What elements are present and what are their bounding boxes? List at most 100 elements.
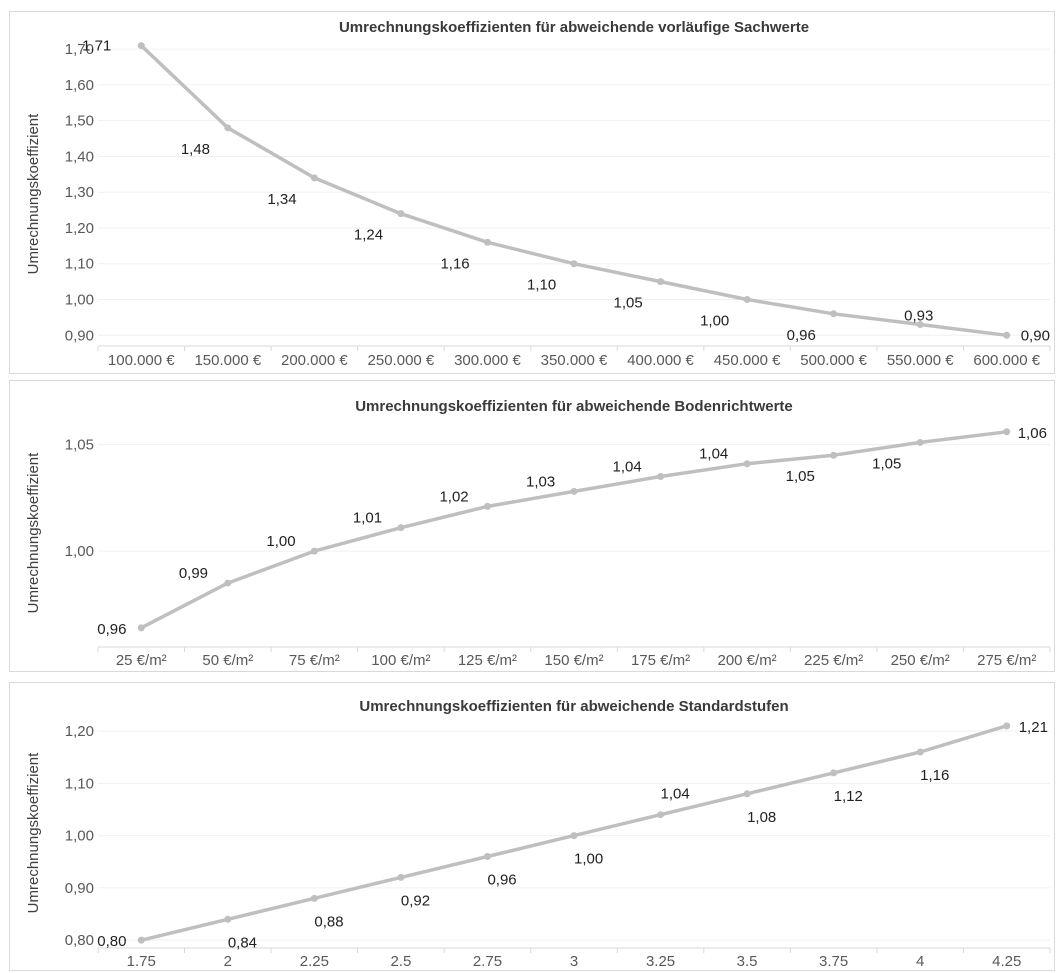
x-tick-label: 600.000 €: [973, 352, 1040, 369]
chart-svg-sachwerte: Umrechnungskoeffizienten für abweichende…: [25, 19, 1051, 369]
data-label: 1,48: [181, 141, 210, 158]
y-tick-label: 0,90: [65, 327, 94, 344]
x-tick-label: 450.000 €: [714, 352, 781, 369]
x-tick-label: 3.5: [737, 953, 758, 970]
x-tick-label: 1.75: [127, 953, 156, 970]
y-tick-label: 1,20: [65, 723, 94, 740]
data-label: 0,92: [401, 892, 430, 909]
data-label: 0,96: [787, 327, 816, 344]
x-tick-label: 225 €/m²: [804, 652, 863, 669]
y-tick-label: 1,00: [65, 828, 94, 845]
x-tick-label: 2.25: [300, 953, 329, 970]
x-tick-label: 125 €/m²: [458, 652, 517, 669]
y-axis-label: Umrechnungskoeffizient: [25, 452, 42, 613]
x-tick-label: 500.000 €: [800, 352, 867, 369]
data-point: [657, 811, 665, 819]
data-point: [224, 124, 232, 132]
data-point: [830, 451, 838, 459]
x-tick-label: 400.000 €: [627, 352, 694, 369]
x-tick-label: 2: [224, 953, 232, 970]
data-label: 1,04: [613, 459, 642, 476]
data-point: [483, 502, 491, 510]
x-tick-label: 4.25: [992, 953, 1021, 970]
data-point: [743, 790, 751, 798]
data-label: 1,00: [700, 313, 729, 330]
data-point: [483, 238, 491, 246]
x-tick-label: 2.75: [473, 953, 502, 970]
x-tick-label: 100 €/m²: [371, 652, 430, 669]
y-tick-label: 1,40: [65, 148, 94, 165]
chart-title: Umrechnungskoeffizienten für abweichende…: [359, 698, 788, 715]
chart-title: Umrechnungskoeffizienten für abweichende…: [339, 19, 809, 36]
chart-title: Umrechnungskoeffizienten für abweichende…: [355, 398, 793, 415]
data-label: 0,90: [1021, 327, 1050, 344]
x-tick-label: 200 €/m²: [717, 652, 776, 669]
y-tick-label: 1,60: [65, 77, 94, 94]
y-tick-label: 1,50: [65, 113, 94, 130]
x-tick-label: 200.000 €: [281, 352, 348, 369]
x-tick-label: 50 €/m²: [202, 652, 253, 669]
data-label: 1,04: [661, 786, 690, 803]
y-axis-label: Umrechnungskoeffizient: [25, 752, 42, 913]
data-point: [570, 832, 578, 840]
data-label: 1,03: [526, 473, 555, 490]
data-point: [310, 547, 318, 555]
data-point: [570, 260, 578, 268]
data-label: 1,05: [614, 295, 643, 312]
x-tick-label: 4: [916, 953, 924, 970]
data-point: [1003, 331, 1011, 339]
data-label: 1,02: [439, 488, 468, 505]
chart-svg-standardstufen: Umrechnungskoeffizienten für abweichende…: [25, 698, 1051, 970]
y-tick-label: 1,30: [65, 184, 94, 201]
data-label: 1,00: [574, 851, 603, 868]
data-point: [397, 873, 405, 881]
chart-panel-bodenrichtwerte: Umrechnungskoeffizienten für abweichende…: [9, 380, 1055, 672]
data-label: 1,06: [1018, 425, 1047, 442]
chart-panel-standardstufen: Umrechnungskoeffizienten für abweichende…: [9, 682, 1055, 971]
y-tick-label: 1,10: [65, 775, 94, 792]
data-point: [137, 936, 145, 944]
data-point: [743, 460, 751, 468]
y-tick-label: 1,20: [65, 220, 94, 237]
data-label: 0,88: [314, 913, 343, 930]
chart-panel-sachwerte: Umrechnungskoeffizienten für abweichende…: [9, 11, 1055, 374]
data-label: 1,05: [786, 468, 815, 485]
data-point: [570, 487, 578, 495]
x-tick-label: 75 €/m²: [289, 652, 340, 669]
data-label: 1,00: [266, 533, 295, 550]
x-tick-label: 250.000 €: [368, 352, 435, 369]
data-point: [483, 853, 491, 861]
x-tick-label: 175 €/m²: [631, 652, 690, 669]
data-point: [743, 296, 751, 304]
x-tick-label: 3.75: [819, 953, 848, 970]
x-tick-label: 25 €/m²: [116, 652, 167, 669]
y-tick-label: 1,70: [65, 41, 94, 58]
data-label: 0,96: [487, 872, 516, 889]
data-point: [916, 748, 924, 756]
data-point: [137, 624, 145, 632]
data-label: 1,16: [440, 255, 469, 272]
data-point: [397, 210, 405, 218]
y-tick-label: 0,80: [65, 932, 94, 949]
x-tick-label: 3.25: [646, 953, 675, 970]
x-tick-label: 2.5: [390, 953, 411, 970]
x-tick-label: 150 €/m²: [544, 652, 603, 669]
data-point: [224, 915, 232, 923]
data-point: [310, 894, 318, 902]
x-tick-label: 550.000 €: [887, 352, 954, 369]
y-tick-label: 1,05: [65, 437, 94, 454]
data-point: [916, 438, 924, 446]
x-tick-label: 3: [570, 953, 578, 970]
chart-svg-bodenrichtwerte: Umrechnungskoeffizienten für abweichende…: [25, 398, 1051, 669]
x-tick-label: 150.000 €: [194, 352, 261, 369]
data-point: [137, 42, 145, 50]
data-label: 0,93: [904, 308, 933, 325]
data-point: [657, 473, 665, 481]
x-tick-label: 275 €/m²: [977, 652, 1036, 669]
data-label: 0,99: [179, 565, 208, 582]
data-label: 1,71: [82, 38, 111, 55]
data-label: 1,21: [1019, 719, 1048, 736]
data-label: 0,96: [97, 621, 126, 638]
x-tick-label: 300.000 €: [454, 352, 521, 369]
data-point: [1003, 428, 1011, 436]
